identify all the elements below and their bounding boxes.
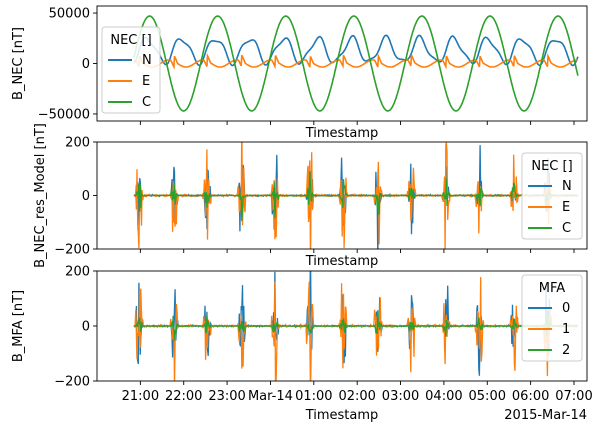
legend-title: NEC [] [531,159,572,174]
y-tick-label: −200 [54,243,90,258]
x-tick-label: 07:00 [555,389,592,404]
x-tick-label: Mar-14 [248,389,293,404]
x-offset-label: 2015-Mar-14 [504,408,587,423]
x-tick-label: 22:00 [165,389,202,404]
legend-entry-label: E [142,74,150,89]
x-tick-label: 01:00 [295,389,332,404]
legend-title: MFA [539,281,566,296]
legend-entry-label: 0 [562,301,570,316]
x-axis-label: Timestamp [305,126,379,141]
y-tick-label: 0 [82,320,90,335]
legend-box [521,152,583,240]
y-axis-label: B_NEC [nT] [11,27,26,100]
panel-1: 50000 0 −50000 B_NEC [nT] Timestamp NEC [] NEC [11,5,588,141]
x-tick-label: 03:00 [382,389,419,404]
y-tick-label: 0 [82,57,90,72]
panel-3: 200 0 −200 B_MFA [nT] MFA 0 1 2 [11,265,588,390]
series-line-E [133,52,578,70]
panel-3-lines [133,271,579,381]
panel-2-lines [133,142,579,249]
panel-1-lines [133,15,579,112]
x-tick-label: 04:00 [425,389,462,404]
y-tick-label: 0 [82,189,90,204]
x-tick-label: 05:00 [469,389,506,404]
y-axis-label: B_NEC_res_Model [nT] [33,123,48,268]
series-line-C [133,15,579,112]
legend-entry-label: N [562,179,572,194]
legend-box [101,26,161,114]
y-tick-label: −50000 [38,107,90,122]
y-tick-label: −200 [54,375,90,390]
y-tick-label: 200 [65,136,90,151]
legend-entry-label: C [562,221,571,236]
legend-title: NEC [] [110,33,151,48]
legend-entry-label: E [562,200,570,215]
bottom-x-axis: 21:00 22:00 23:00 Mar-14 01:00 02:00 03:00 04:0… [122,389,593,423]
y-tick-label: 50000 [49,7,90,22]
panel-2: 200 0 −200 B_NEC_res_Model [nT] Timestamp NEC… [33,123,588,269]
legend-box [521,274,583,362]
x-tick-label: 21:00 [122,389,159,404]
x-tick-label: 06:00 [512,389,549,404]
legend-entry-label: 2 [562,343,570,358]
y-tick-label: 200 [65,265,90,280]
legend: NEC [] NEC [101,26,161,114]
x-tick-label: 23:00 [208,389,245,404]
x-axis-label: Timestamp [305,254,379,269]
legend: NEC [] NEC [521,152,583,240]
legend-entry-label: N [142,53,152,68]
series-line-C [133,171,579,222]
x-tick-label: 02:00 [338,389,375,404]
series-line-2 [133,310,579,341]
x-axis-label: Timestamp [305,408,379,423]
y-axis-label: B_MFA [nT] [11,290,26,362]
legend-entry-label: C [142,95,151,110]
legend: MFA 0 1 2 [521,274,583,362]
legend-entry-label: 1 [562,322,570,337]
